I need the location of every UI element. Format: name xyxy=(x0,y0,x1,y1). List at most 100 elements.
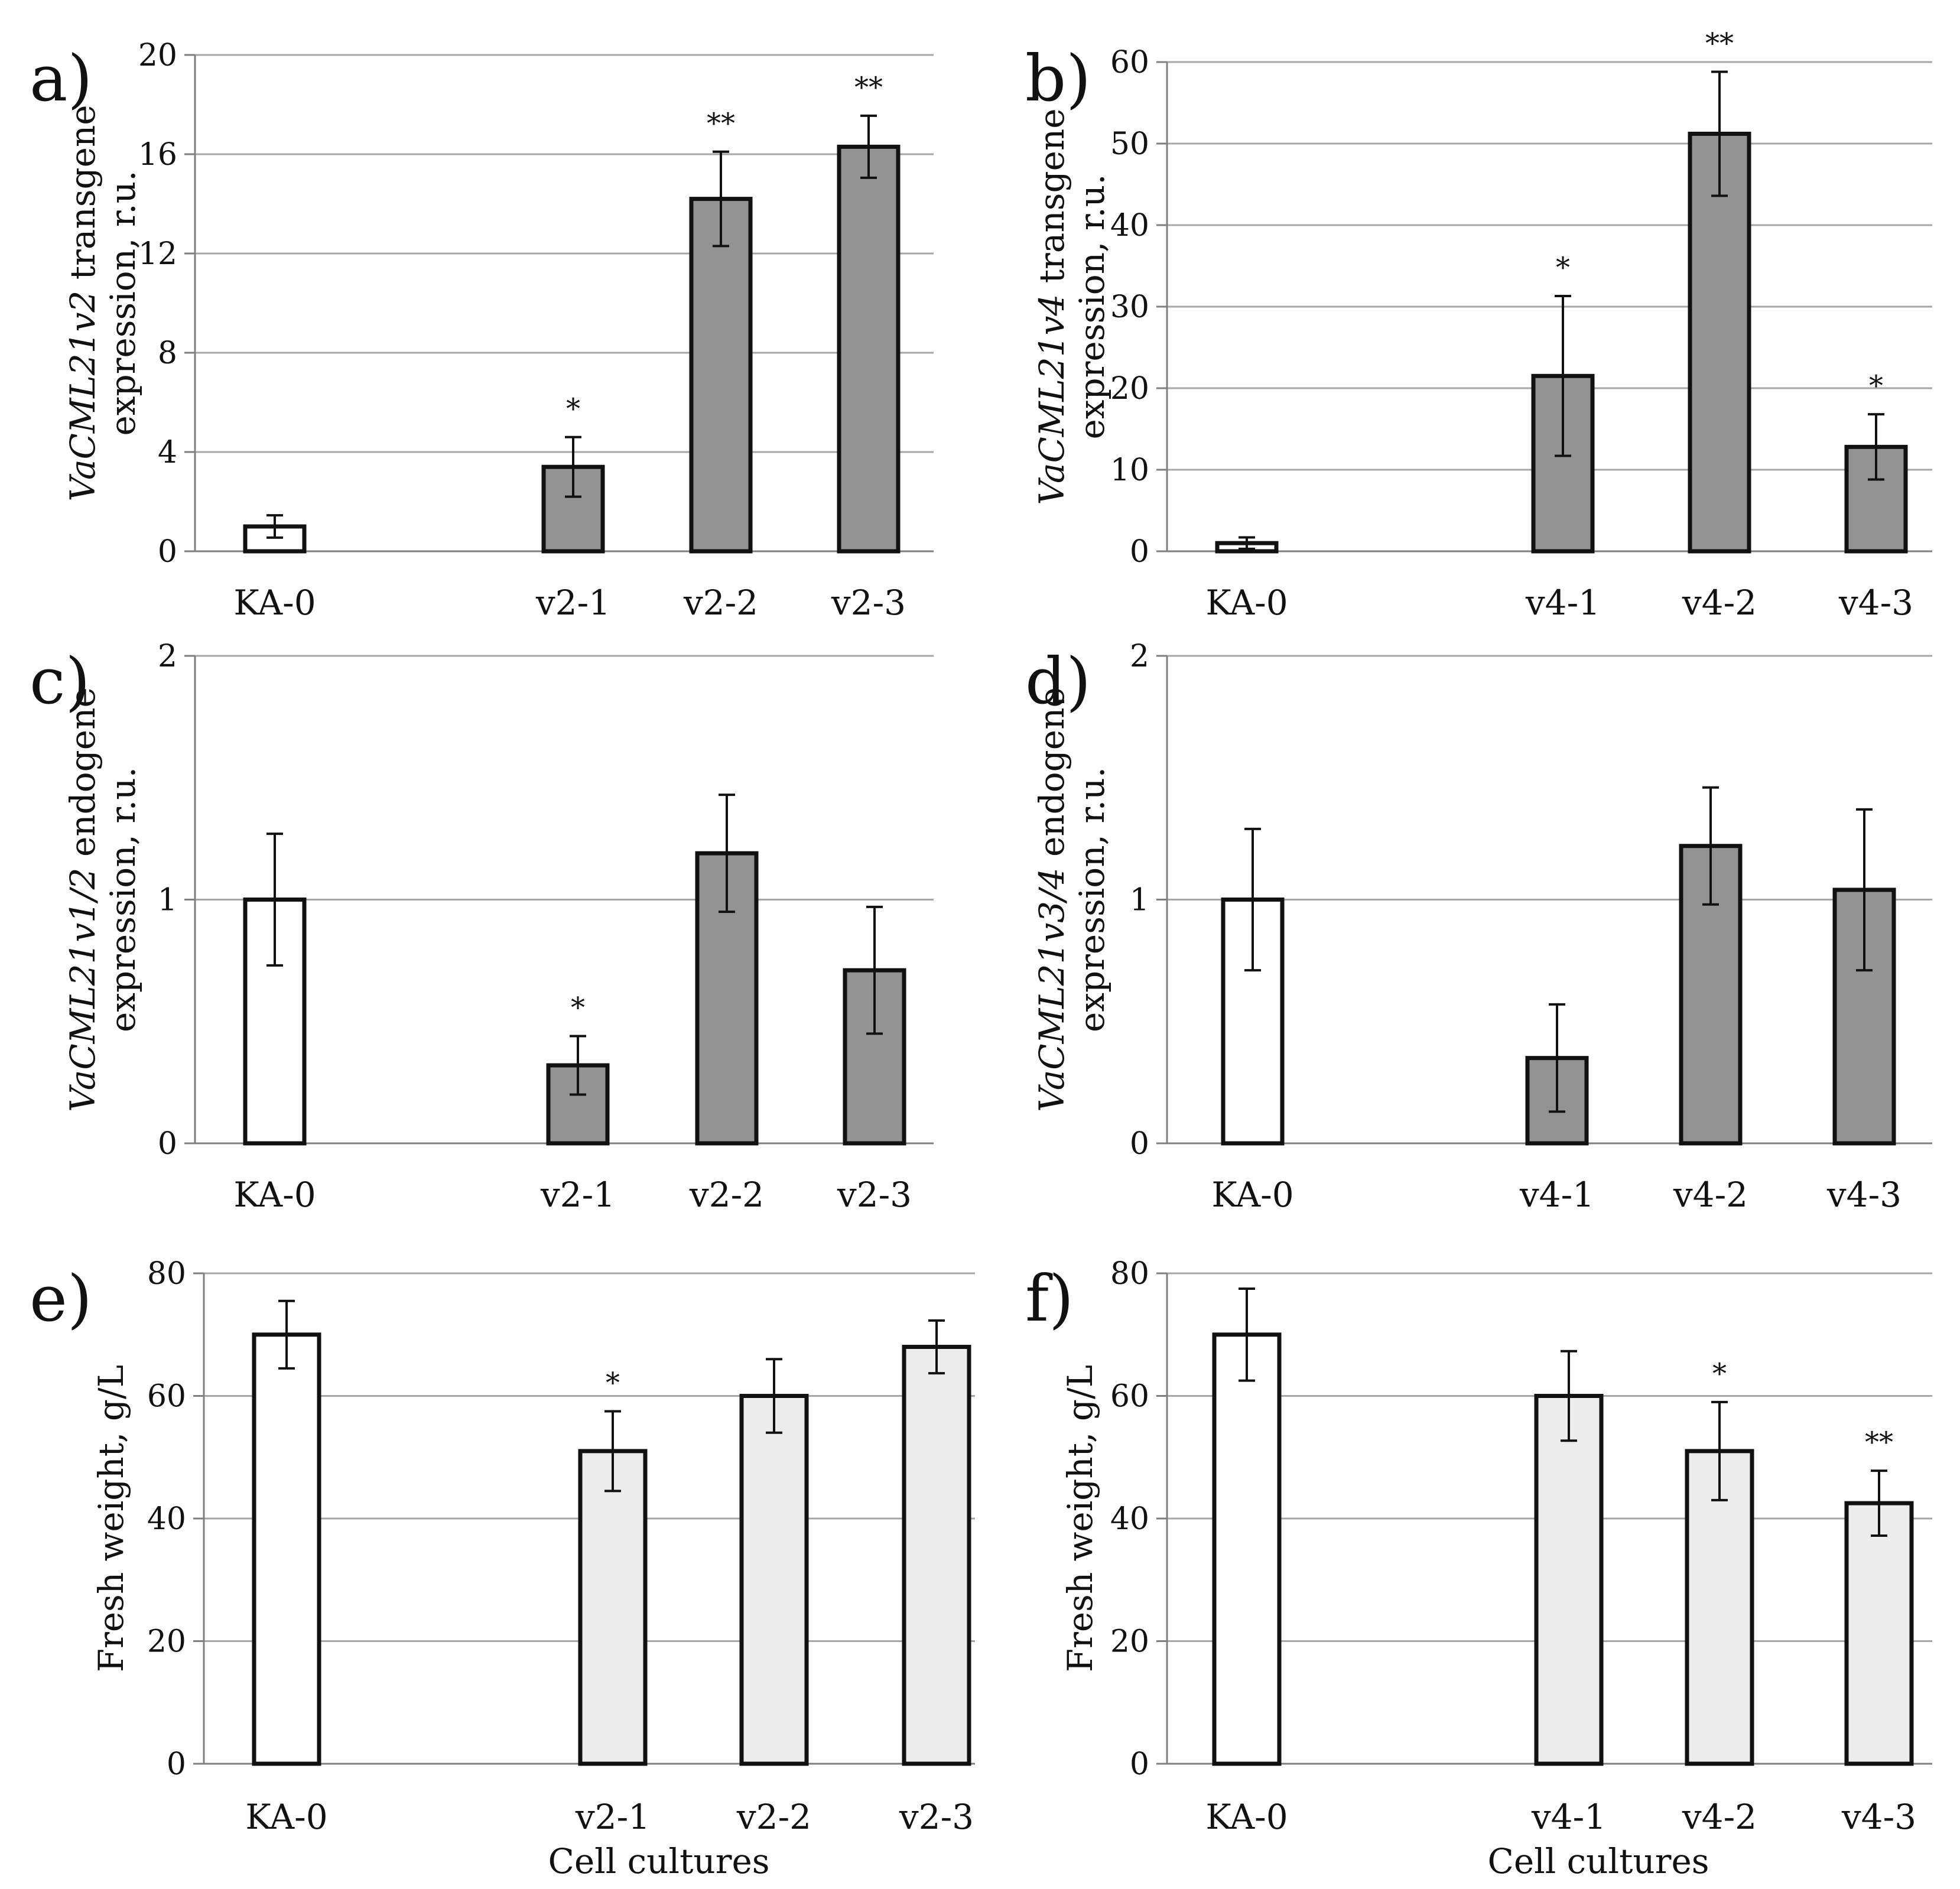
bar xyxy=(902,1345,971,1766)
panel-label: d) xyxy=(1025,645,1091,718)
bar xyxy=(1679,844,1743,1146)
panel-label: e) xyxy=(30,1262,92,1336)
y-axis-title-gene: VaCML21v2 xyxy=(63,291,103,502)
y-tick-label: 1 xyxy=(158,883,177,918)
y-tick-label: 40 xyxy=(147,1501,186,1537)
y-tick-label: 20 xyxy=(147,1624,186,1660)
y-tick-label: 40 xyxy=(1110,208,1149,243)
y-axis-title-line2: expression, r.u. xyxy=(1072,174,1112,439)
panel-b: 0102030405060KA-0*v4-1**v4-2*v4-3b)VaCML… xyxy=(1025,27,1932,623)
category-label: v4-2 xyxy=(1682,583,1757,623)
panel-label: c) xyxy=(30,645,90,718)
y-axis-title-gene: VaCML21v4 xyxy=(1032,294,1072,505)
y-tick-label: 0 xyxy=(1130,1126,1149,1162)
y-tick-label: 2 xyxy=(1130,639,1149,674)
bar xyxy=(1844,1501,1914,1766)
y-axis-title: VaCML21v3/4 endogene xyxy=(1032,687,1072,1112)
y-tick-label: 16 xyxy=(138,137,177,173)
y-axis-title: VaCML21v1/2 endogene xyxy=(63,687,103,1112)
category-label: v2-2 xyxy=(689,1175,764,1215)
category-label: v2-1 xyxy=(540,1175,615,1215)
significance-label: * xyxy=(1869,369,1883,402)
y-tick-label: 40 xyxy=(1110,1501,1149,1537)
y-tick-label: 4 xyxy=(158,435,177,470)
category-label: v2-2 xyxy=(683,583,758,623)
bar xyxy=(243,524,307,554)
category-label: v2-3 xyxy=(837,1175,912,1215)
category-label: KA-0 xyxy=(1211,1175,1293,1215)
panel-label: f) xyxy=(1025,1262,1074,1336)
x-axis-title: Cell cultures xyxy=(548,1841,769,1881)
y-axis-title-kind: endogene xyxy=(63,687,103,867)
bar xyxy=(1212,1332,1282,1766)
y-tick-label: 20 xyxy=(138,38,177,73)
y-tick-label: 12 xyxy=(138,236,177,272)
category-label: v2-3 xyxy=(899,1797,974,1837)
y-axis-title-kind: transgene xyxy=(1032,108,1072,294)
category-label: v4-1 xyxy=(1531,1797,1606,1837)
y-tick-label: 0 xyxy=(158,1126,177,1162)
y-tick-label: 20 xyxy=(1110,371,1149,407)
y-tick-label: 60 xyxy=(1110,45,1149,80)
panel-a: 048121620KA-0*v2-1**v2-2**v2-3a)VaCML21v… xyxy=(30,38,934,623)
y-tick-label: 1 xyxy=(1130,883,1149,918)
y-tick-label: 0 xyxy=(167,1747,186,1782)
y-axis-title-gene: VaCML21v3/4 xyxy=(1032,867,1072,1111)
category-label: KA-0 xyxy=(245,1797,327,1837)
y-axis-title-gene: VaCML21v1/2 xyxy=(63,867,103,1111)
significance-label: * xyxy=(1712,1357,1727,1390)
y-tick-label: 0 xyxy=(1130,534,1149,570)
y-tick-label: 0 xyxy=(158,534,177,570)
significance-label: * xyxy=(571,991,585,1025)
bar xyxy=(1685,1449,1754,1766)
y-tick-label: 60 xyxy=(147,1379,186,1415)
y-axis-title: Fresh weight, g/L xyxy=(1060,1365,1100,1672)
category-label: KA-0 xyxy=(233,1175,316,1215)
y-tick-label: 20 xyxy=(1110,1624,1149,1660)
y-tick-label: 0 xyxy=(1130,1747,1149,1782)
y-tick-label: 8 xyxy=(158,336,177,371)
category-label: v4-3 xyxy=(1826,1175,1902,1215)
category-label: v2-1 xyxy=(535,583,610,623)
significance-label: ** xyxy=(1865,1426,1893,1459)
significance-label: * xyxy=(606,1366,620,1399)
panel-label: a) xyxy=(30,42,93,116)
y-tick-label: 80 xyxy=(147,1256,186,1292)
bar xyxy=(689,197,753,554)
category-label: v2-2 xyxy=(736,1797,811,1837)
category-label: v4-2 xyxy=(1682,1797,1757,1837)
category-label: v2-1 xyxy=(575,1797,650,1837)
y-tick-label: 30 xyxy=(1110,290,1149,325)
bar xyxy=(1844,444,1908,554)
significance-label: ** xyxy=(707,107,735,140)
bar xyxy=(837,144,901,554)
category-label: KA-0 xyxy=(233,583,316,623)
significance-label: * xyxy=(1556,251,1570,284)
x-axis-title: Cell cultures xyxy=(1487,1841,1709,1881)
y-tick-label: 50 xyxy=(1110,126,1149,162)
y-axis-title-line2: expression, r.u. xyxy=(103,170,143,435)
panel-label: b) xyxy=(1025,42,1091,116)
bar xyxy=(252,1332,321,1766)
bar xyxy=(1534,1394,1604,1766)
significance-label: ** xyxy=(854,71,883,104)
y-axis-title: VaCML21v4 transgene xyxy=(1032,108,1072,505)
y-axis-title-line2: expression, r.u. xyxy=(1072,767,1112,1032)
category-label: v4-1 xyxy=(1525,583,1600,623)
y-tick-label: 2 xyxy=(158,639,177,674)
y-axis-title-line2: expression, r.u. xyxy=(103,767,143,1032)
category-label: v4-2 xyxy=(1673,1175,1748,1215)
category-label: KA-0 xyxy=(1205,1797,1288,1837)
panel-e: 0 20 40 60 80 KA-0 * v2-1 v2-2 v2-3 e) Fresh weight… xyxy=(30,1256,975,1881)
bar xyxy=(1688,131,1751,554)
bar xyxy=(739,1394,809,1766)
y-axis-title-kind: transgene xyxy=(63,105,103,290)
y-axis-title-kind: endogene xyxy=(1032,687,1072,867)
bar xyxy=(578,1449,648,1766)
y-tick-label: 80 xyxy=(1110,1256,1149,1292)
y-tick-label: 10 xyxy=(1110,453,1149,488)
y-axis-title: Fresh weight, g/L xyxy=(91,1365,131,1672)
